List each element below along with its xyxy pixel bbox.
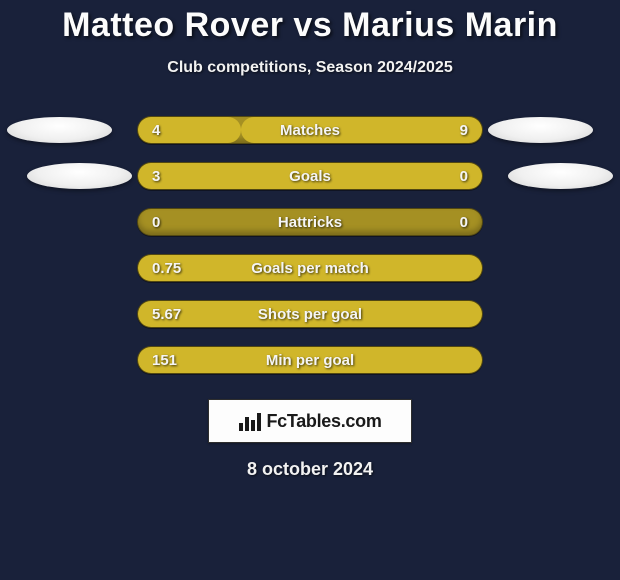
left-badge-slot xyxy=(12,299,127,329)
right-badge-slot xyxy=(493,207,608,237)
comparison-card: Matteo Rover vs Marius Marin Club compet… xyxy=(0,0,620,480)
stat-rows: 4Matches93Goals00Hattricks00.75Goals per… xyxy=(0,107,620,383)
left-badge-slot xyxy=(12,207,127,237)
right-badge-slot xyxy=(493,115,608,145)
right-badge-slot xyxy=(493,161,608,191)
stat-bar: 4Matches9 xyxy=(137,116,483,144)
logo-text: FcTables.com xyxy=(266,411,381,432)
left-badge-slot xyxy=(12,115,127,145)
stat-bar: 151Min per goal xyxy=(137,346,483,374)
subtitle: Club competitions, Season 2024/2025 xyxy=(0,59,620,77)
bars-icon xyxy=(238,411,262,431)
stat-row: 5.67Shots per goal xyxy=(0,291,620,337)
stat-row: 3Goals0 xyxy=(0,153,620,199)
stat-row: 4Matches9 xyxy=(0,107,620,153)
player-badge xyxy=(27,163,132,189)
stat-label: Min per goal xyxy=(138,347,482,373)
stat-bar: 0Hattricks0 xyxy=(137,208,483,236)
right-badge-slot xyxy=(493,253,608,283)
fctables-logo: FcTables.com xyxy=(208,399,412,443)
stat-label: Hattricks xyxy=(138,209,482,235)
stat-right-value: 0 xyxy=(460,163,468,189)
stat-row: 0.75Goals per match xyxy=(0,245,620,291)
player-badge xyxy=(488,117,593,143)
left-badge-slot xyxy=(12,253,127,283)
stat-label: Matches xyxy=(138,117,482,143)
stat-row: 0Hattricks0 xyxy=(0,199,620,245)
title: Matteo Rover vs Marius Marin xyxy=(0,6,620,45)
stat-row: 151Min per goal xyxy=(0,337,620,383)
stat-right-value: 0 xyxy=(460,209,468,235)
player-badge xyxy=(508,163,613,189)
right-badge-slot xyxy=(493,345,608,375)
stat-label: Goals per match xyxy=(138,255,482,281)
date: 8 october 2024 xyxy=(0,459,620,480)
stat-right-value: 9 xyxy=(460,117,468,143)
right-badge-slot xyxy=(493,299,608,329)
left-badge-slot xyxy=(12,345,127,375)
stat-bar: 0.75Goals per match xyxy=(137,254,483,282)
left-badge-slot xyxy=(12,161,127,191)
stat-bar: 5.67Shots per goal xyxy=(137,300,483,328)
stat-label: Shots per goal xyxy=(138,301,482,327)
stat-bar: 3Goals0 xyxy=(137,162,483,190)
player-badge xyxy=(7,117,112,143)
stat-label: Goals xyxy=(138,163,482,189)
